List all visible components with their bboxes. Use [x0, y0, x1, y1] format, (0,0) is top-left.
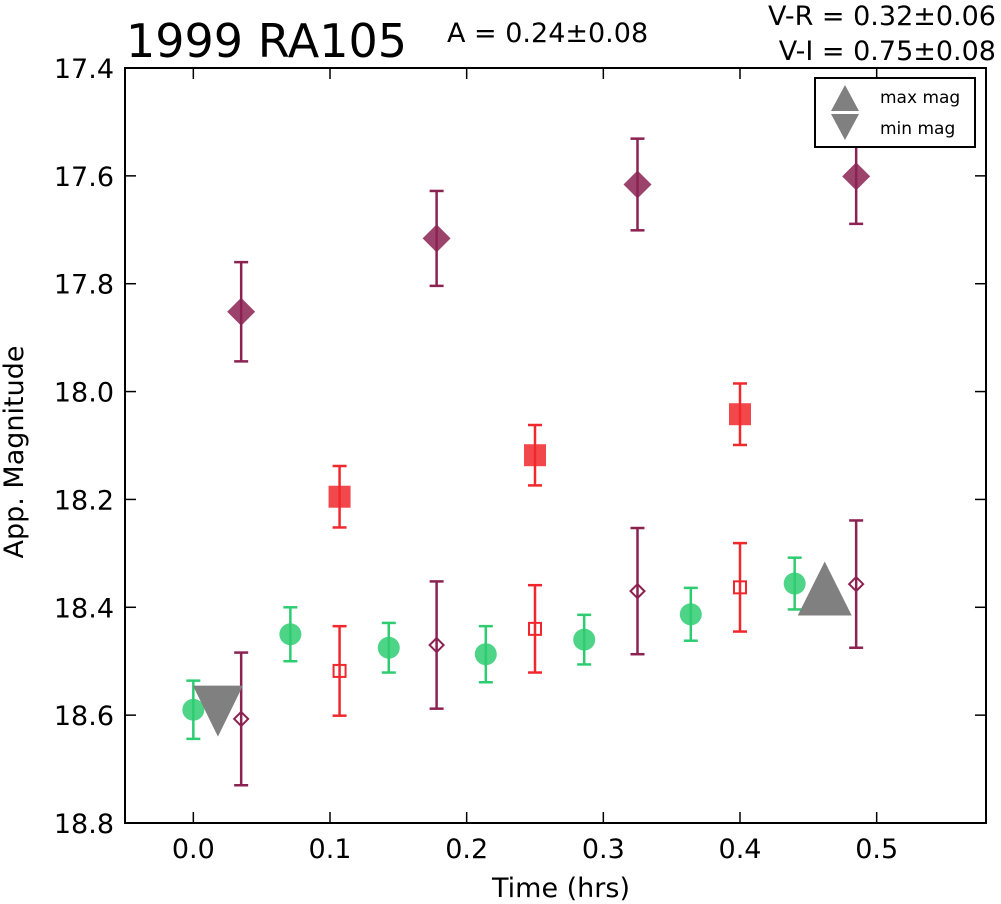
- x-tick-label: 0.0: [172, 834, 215, 865]
- data-point-square-open: [528, 621, 542, 636]
- amplitude-annotation: A = 0.24±0.08: [447, 18, 648, 49]
- data-point-square: [729, 403, 751, 426]
- y-tick-label: 18.2: [54, 485, 114, 516]
- data-point-circle: [474, 643, 497, 666]
- v-i-annotation: V-I = 0.75±0.08: [779, 36, 996, 67]
- axis-ticks: 0.0 0.1 0.2 0.3 0.4 0.5 17.4 17.6 17.8 18.0 18.2 18…: [54, 54, 986, 865]
- x-tick-label: 0.1: [309, 834, 352, 865]
- data-point-diamond-open: [847, 575, 865, 593]
- v-r-annotation: V-R = 0.32±0.06: [768, 1, 996, 32]
- y-tick-label: 18.6: [54, 701, 114, 732]
- x-tick-label: 0.2: [445, 834, 488, 865]
- plot-area: [182, 127, 871, 787]
- data-point-diamond: [842, 162, 871, 191]
- legend-max-mag-label: max mag: [880, 88, 960, 108]
- legend: max mag min mag: [814, 77, 976, 148]
- data-point-circle: [182, 698, 205, 721]
- legend-box: [814, 77, 976, 148]
- x-tick-label: 0.5: [855, 834, 898, 865]
- y-tick-label: 17.4: [54, 54, 114, 85]
- data-point-circle: [573, 628, 596, 651]
- data-point-square-open: [332, 663, 347, 678]
- y-tick-label: 17.6: [54, 162, 114, 193]
- data-point-diamond: [422, 224, 451, 253]
- data-point-diamond: [623, 170, 652, 199]
- data-point-diamond-open: [428, 636, 446, 654]
- y-tick-label: 17.8: [54, 270, 114, 301]
- chart-title: 1999 RA105: [126, 14, 407, 68]
- data-point-diamond-open: [232, 710, 250, 728]
- max-mag-marker: [797, 561, 852, 616]
- legend-min-mag-icon: [831, 114, 859, 140]
- data-point-square-open: [733, 580, 747, 595]
- data-point-diamond-open: [629, 582, 646, 600]
- x-tick-label: 0.4: [719, 834, 762, 865]
- data-point-circle: [783, 572, 806, 595]
- y-axis-label: App. Magnitude: [0, 346, 30, 559]
- y-tick-label: 18.8: [54, 809, 114, 840]
- plot-frame: [124, 67, 987, 824]
- x-tick-label: 0.3: [582, 834, 625, 865]
- data-point-circle: [679, 603, 702, 626]
- data-point-square: [328, 485, 351, 508]
- data-point-circle: [377, 636, 400, 659]
- y-tick-label: 18.0: [54, 378, 114, 409]
- legend-max-mag-icon: [831, 85, 859, 111]
- data-point-diamond: [227, 297, 256, 326]
- x-axis-label: Time (hrs): [491, 873, 630, 904]
- min-mag-marker: [192, 685, 243, 737]
- data-point-square: [524, 444, 546, 467]
- legend-min-mag-label: min mag: [880, 119, 955, 139]
- y-tick-label: 18.4: [54, 593, 114, 624]
- data-point-circle: [279, 623, 302, 646]
